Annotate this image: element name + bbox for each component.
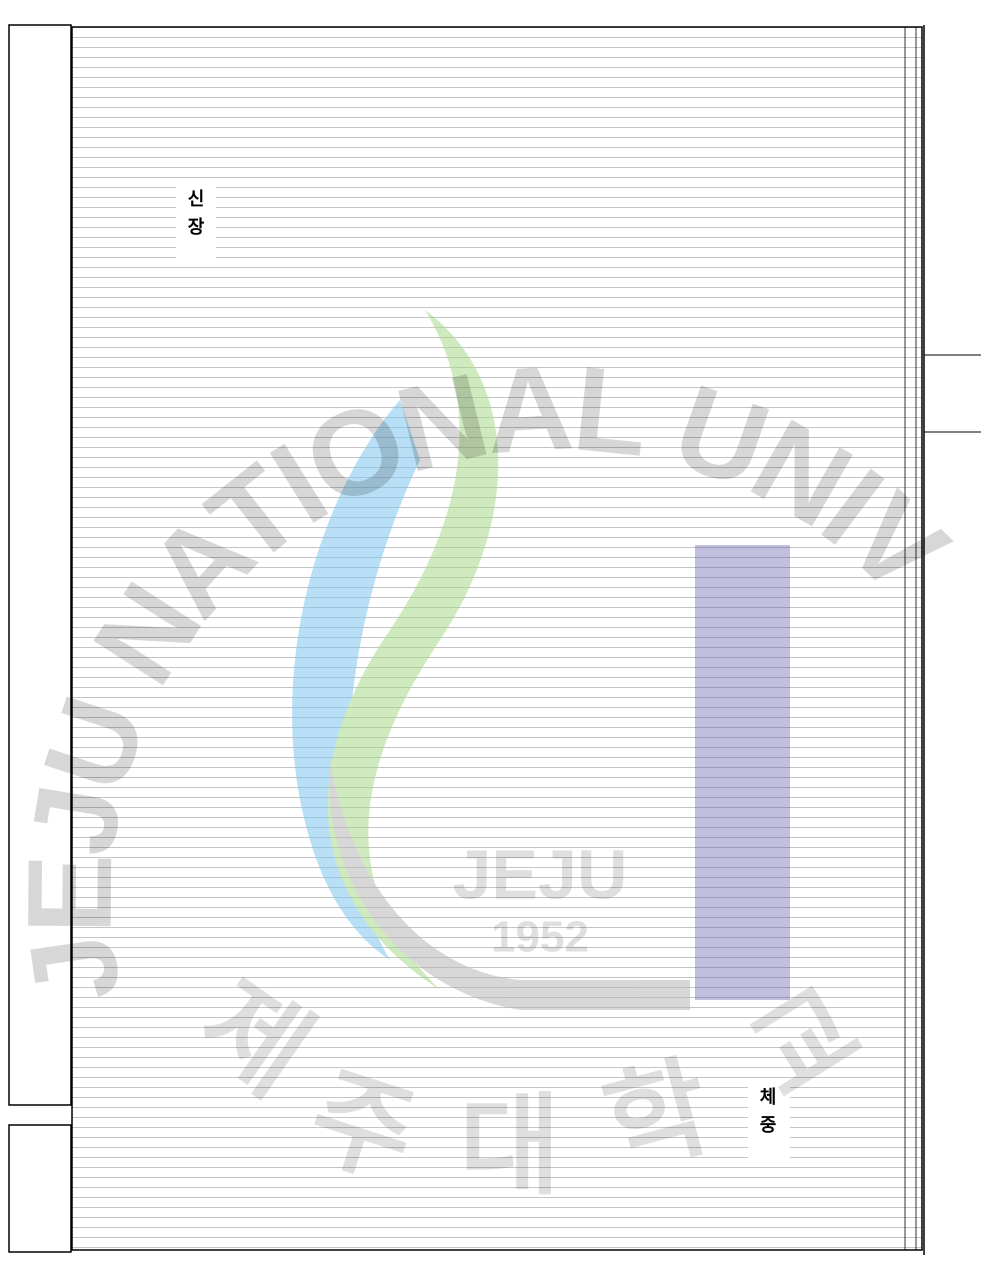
left-weight-box xyxy=(9,1125,71,1252)
watermark-bar xyxy=(695,545,790,1000)
height-label: 장 xyxy=(188,217,205,237)
right-axis-box xyxy=(924,25,981,1255)
left-height-box xyxy=(9,25,71,1105)
weight-label: 중 xyxy=(760,1115,777,1135)
chart: 신 장 체 중 JEJU NATIONAL UNIVERSITY JEJU 19… xyxy=(0,0,981,1287)
weight-label: 체 xyxy=(760,1087,777,1107)
height-label: 신 xyxy=(188,189,205,209)
page: 신 장 체 중 JEJU NATIONAL UNIVERSITY JEJU 19… xyxy=(0,0,981,1287)
